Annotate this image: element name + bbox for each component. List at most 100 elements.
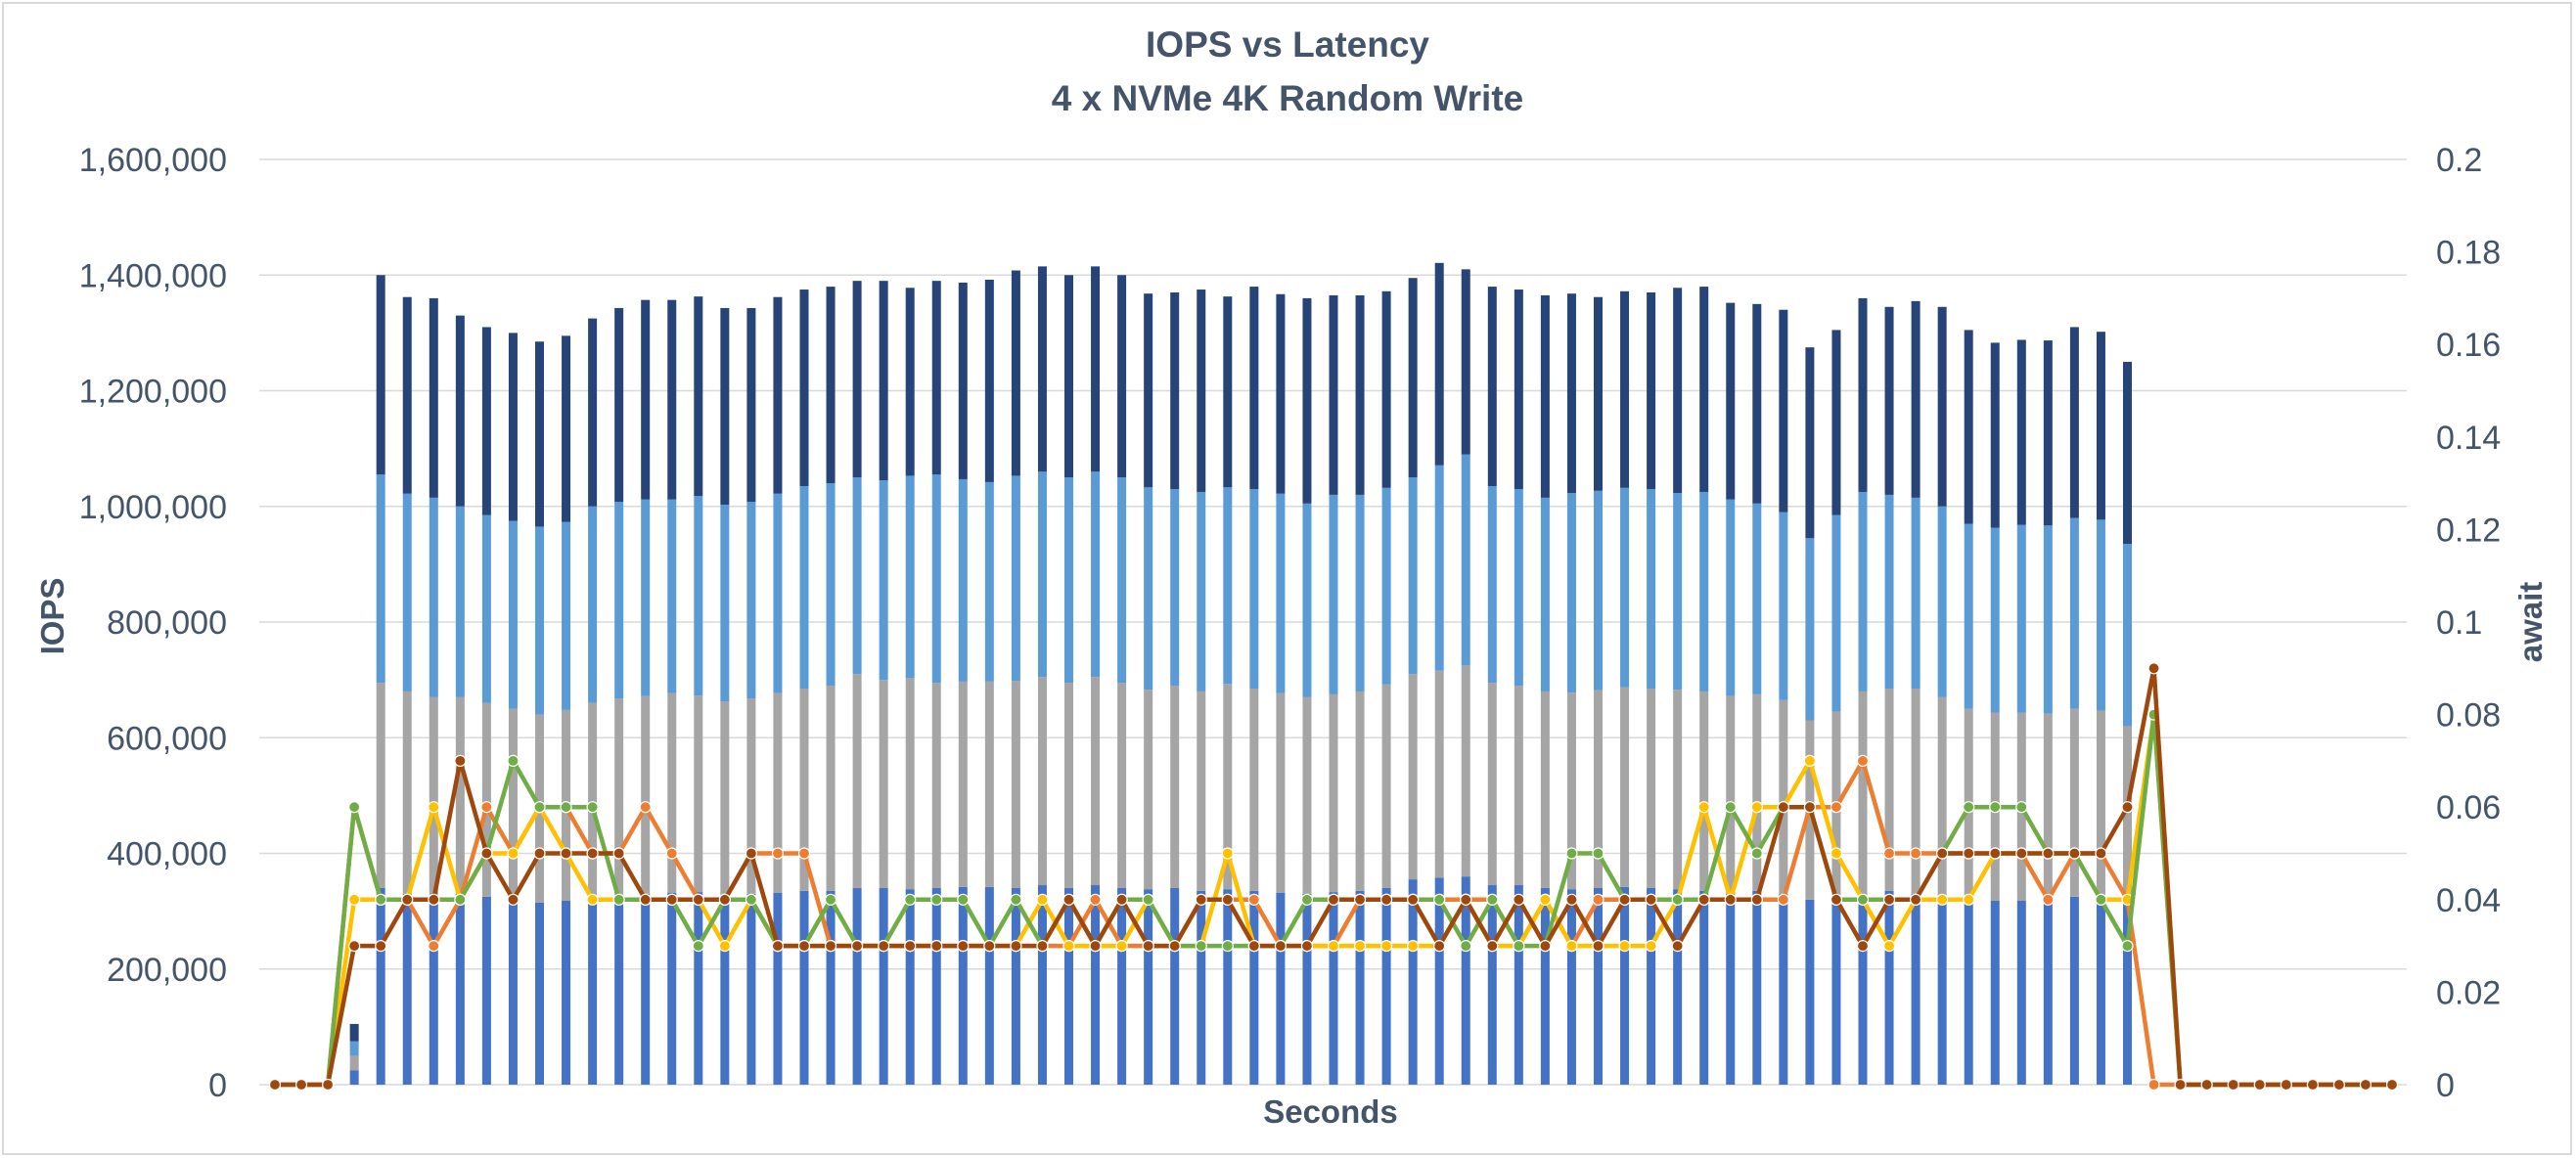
bar-segment <box>694 695 703 893</box>
bar-segment <box>1408 278 1418 478</box>
bar-segment <box>1805 538 1815 721</box>
bar-segment <box>1037 677 1047 886</box>
latency-point <box>904 939 917 953</box>
bar-segment <box>641 695 651 894</box>
latency-point <box>294 1078 308 1092</box>
bar-segment <box>799 688 809 891</box>
bar-segment <box>2096 332 2105 520</box>
bar-segment <box>879 887 888 1085</box>
latency-point <box>1830 893 1843 906</box>
latency-point <box>1963 847 1975 860</box>
bar-segment <box>799 290 809 487</box>
latency-point <box>1724 893 1737 906</box>
bar-segment <box>720 504 730 702</box>
latency-point <box>1618 893 1631 906</box>
latency-point <box>2095 893 2107 906</box>
bar-segment <box>826 287 836 484</box>
bar-segment <box>1381 684 1391 888</box>
bar-segment <box>852 281 862 478</box>
bar-segment <box>614 698 624 896</box>
bar-segment <box>1990 342 2000 528</box>
latency-point <box>2359 1078 2373 1092</box>
bar-segment <box>588 506 598 703</box>
latency-point <box>1433 893 1446 906</box>
bar-segment <box>1434 262 1444 466</box>
bar-segment <box>1144 889 1153 1085</box>
bar-segment <box>879 480 888 681</box>
latency-point <box>1221 893 1234 906</box>
bar-segment <box>931 281 941 475</box>
bar-segment <box>349 1070 359 1085</box>
latency-point <box>983 939 996 953</box>
latency-point <box>533 847 546 860</box>
bar-segment <box>1064 683 1073 888</box>
bar-segment <box>588 318 598 507</box>
y2-tick-label: 0.02 <box>2436 974 2501 1011</box>
bar-segment <box>1937 506 1947 697</box>
bar-segment <box>1514 489 1523 687</box>
y2-tick-label: 0 <box>2436 1067 2455 1104</box>
bar-segment <box>1673 493 1683 691</box>
latency-point <box>2306 1078 2319 1092</box>
latency-point <box>1645 939 1657 953</box>
latency-point <box>1856 893 1870 906</box>
latency-point <box>1671 939 1684 953</box>
latency-point <box>850 939 864 953</box>
bar-segment <box>1805 899 1815 1085</box>
latency-point <box>560 847 572 860</box>
bar-segment <box>508 520 518 709</box>
bar-segment <box>1540 294 1550 498</box>
latency-point <box>1115 939 1128 953</box>
latency-point <box>612 847 625 860</box>
bar-segment <box>1355 890 1365 1085</box>
bar-segment <box>1223 296 1233 488</box>
bar-segment <box>1037 471 1047 678</box>
bar-segment <box>1911 300 1921 498</box>
bar-segment <box>1223 487 1233 685</box>
latency-point <box>1592 939 1604 953</box>
bar-segment <box>2069 708 2079 897</box>
bar-segment <box>1699 287 1709 492</box>
bar-segment <box>984 481 994 682</box>
bar-segment <box>931 683 941 888</box>
latency-point <box>1856 939 1870 953</box>
bar-segment <box>455 506 465 697</box>
latency-point <box>1963 893 1975 906</box>
y2-tick-label: 0.08 <box>2436 697 2501 735</box>
y2-tick-label: 0.16 <box>2436 327 2501 364</box>
latency-point <box>1407 893 1420 906</box>
bar-segment <box>958 681 968 887</box>
bar-segment <box>1037 885 1047 1085</box>
latency-point <box>428 939 440 953</box>
latency-point <box>1062 939 1075 953</box>
bar-segment <box>1911 893 1921 1085</box>
latency-point <box>665 847 678 860</box>
bar-segment <box>826 890 836 1085</box>
bar-segment <box>984 886 994 1085</box>
latency-point <box>1274 939 1288 953</box>
bar-segment <box>641 893 651 1085</box>
latency-point <box>507 847 520 860</box>
latency-point <box>797 847 811 860</box>
latency-point <box>1379 893 1393 906</box>
bar-segment <box>1699 691 1709 891</box>
bar-segment <box>1726 695 1736 893</box>
latency-point <box>1221 847 1234 860</box>
bar-segment <box>1540 691 1550 888</box>
bar-segment <box>2043 713 2053 900</box>
bar-segment <box>1858 691 1868 897</box>
bar-segment <box>1461 269 1470 455</box>
bar-segment <box>1990 900 2000 1085</box>
bar-segment <box>694 496 703 696</box>
bar-segment <box>1249 287 1259 490</box>
latency-point <box>1247 893 1260 906</box>
chart-title: IOPS vs Latency <box>1146 24 1429 65</box>
bar-segment <box>1779 893 1788 1085</box>
latency-point <box>2121 939 2134 953</box>
bar-segment <box>2043 899 2053 1085</box>
bar-segment <box>1594 690 1603 888</box>
bar-segment <box>1329 693 1338 893</box>
bar-segment <box>852 477 862 675</box>
y-axis-label: IOPS <box>34 578 70 655</box>
latency-point <box>1750 893 1763 906</box>
